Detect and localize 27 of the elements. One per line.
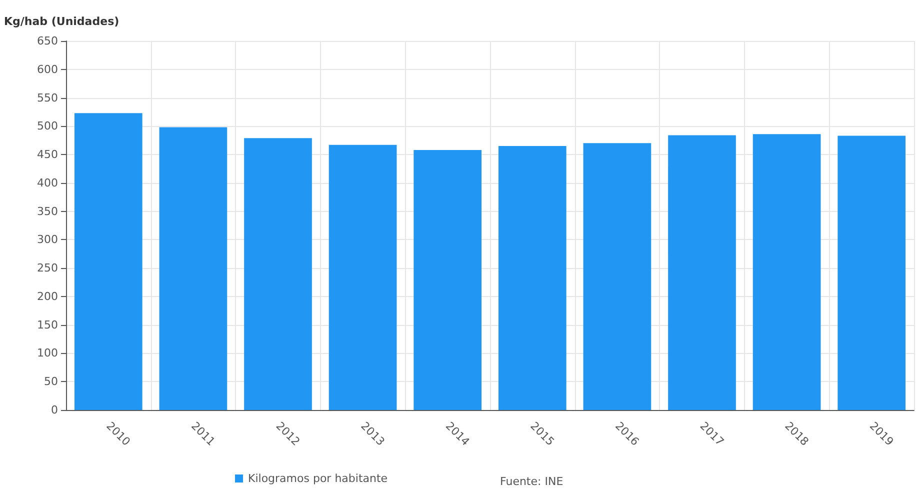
y-tick-label: 650 (37, 34, 58, 48)
bar (838, 136, 906, 410)
bar (159, 127, 228, 410)
bar (752, 134, 821, 410)
bar (328, 144, 397, 410)
y-tick-label: 200 (37, 290, 58, 303)
y-axis-title: Kg/hab (Unidades) (4, 15, 120, 28)
y-tick-label: 400 (37, 176, 58, 190)
bar (498, 146, 566, 410)
y-tick-label: 100 (37, 346, 58, 360)
y-tick-label: 250 (37, 262, 58, 275)
bar (74, 113, 142, 410)
bar (583, 143, 652, 410)
y-tick-label: 600 (37, 62, 58, 76)
y-tick-label: 150 (37, 318, 58, 332)
y-tick-label: 450 (37, 148, 58, 162)
bar (668, 135, 736, 410)
legend-label: Kilogramos por habitante (248, 472, 388, 485)
bar (414, 150, 482, 410)
y-tick-label: 550 (37, 91, 58, 104)
y-tick-label: 0 (51, 404, 58, 416)
y-tick-label: 300 (37, 233, 58, 246)
y-tick-label: 50 (44, 375, 58, 388)
bar (244, 138, 312, 410)
y-tick-label: 500 (37, 120, 58, 133)
y-tick-label: 350 (37, 204, 58, 218)
source-note: Fuente: INE (500, 475, 564, 488)
